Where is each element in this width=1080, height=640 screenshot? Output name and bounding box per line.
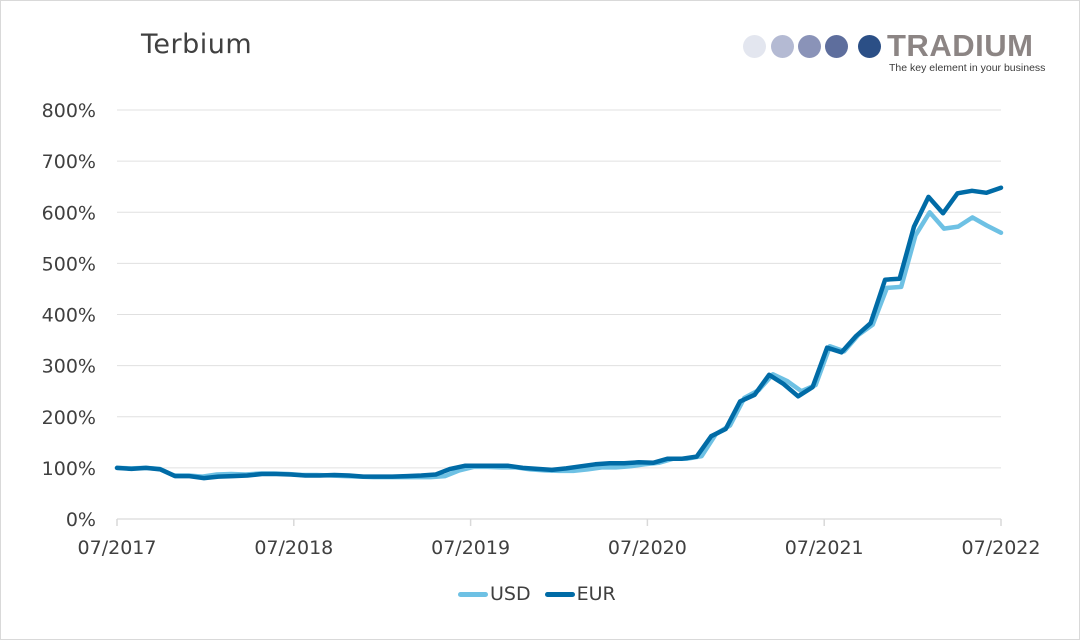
- y-tick-label: 500%: [42, 253, 96, 275]
- logo-dot-1-icon: [743, 35, 766, 58]
- logo-wordmark: TRADIUM: [887, 28, 1034, 63]
- series-line-usd: [114, 210, 1004, 480]
- y-tick-label: 200%: [42, 407, 96, 429]
- logo-dot-3-icon: [798, 35, 821, 58]
- y-tick-label: 400%: [42, 305, 96, 327]
- x-tick-label: 07/2019: [431, 537, 510, 559]
- legend-item-usd[interactable]: USD: [458, 583, 531, 605]
- logo-dot-4-icon: [825, 35, 848, 58]
- x-tick-label: 07/2017: [78, 537, 157, 559]
- legend-label-eur: EUR: [576, 583, 616, 605]
- y-tick-label: 700%: [42, 151, 96, 173]
- x-tick-label: 07/2021: [785, 537, 864, 559]
- logo-tagline: The key element in your business: [889, 62, 1046, 74]
- tradium-logo: TRADIUM The key element in your business: [743, 28, 1053, 75]
- x-tick-label: 07/2018: [254, 537, 333, 559]
- y-tick-label: 300%: [42, 356, 96, 378]
- x-tick-label: 07/2020: [608, 537, 687, 559]
- legend-item-eur[interactable]: EUR: [544, 583, 616, 605]
- logo-dot-5-icon: [858, 35, 881, 58]
- gridlines: [117, 109, 1001, 520]
- chart-title: Terbium: [141, 29, 253, 60]
- series-line-eur: [114, 185, 1004, 481]
- chart-legend: USD EUR: [458, 583, 630, 605]
- data-lines: [114, 185, 1004, 481]
- x-tick-label: 07/2022: [962, 537, 1041, 559]
- usd-line-swatch-icon: [458, 591, 488, 597]
- y-tick-label: 100%: [42, 458, 96, 480]
- y-axis-ticks: 0% 100% 200% 300% 400% 500% 600% 700% 800%: [42, 100, 96, 531]
- y-tick-label: 0%: [66, 509, 96, 531]
- line-chart: 0% 100% 200% 300% 400% 500% 600% 700% 800% 07/20…: [42, 100, 1041, 559]
- y-tick-label: 600%: [42, 202, 96, 224]
- y-tick-label: 800%: [42, 100, 96, 122]
- x-axis-ticks: 07/2017 07/2018 07/2019 07/2020 07/2021 07/20…: [78, 519, 1041, 559]
- legend-label-usd: USD: [490, 583, 531, 605]
- logo-dot-2-icon: [771, 35, 794, 58]
- eur-line-swatch-icon: [544, 591, 575, 597]
